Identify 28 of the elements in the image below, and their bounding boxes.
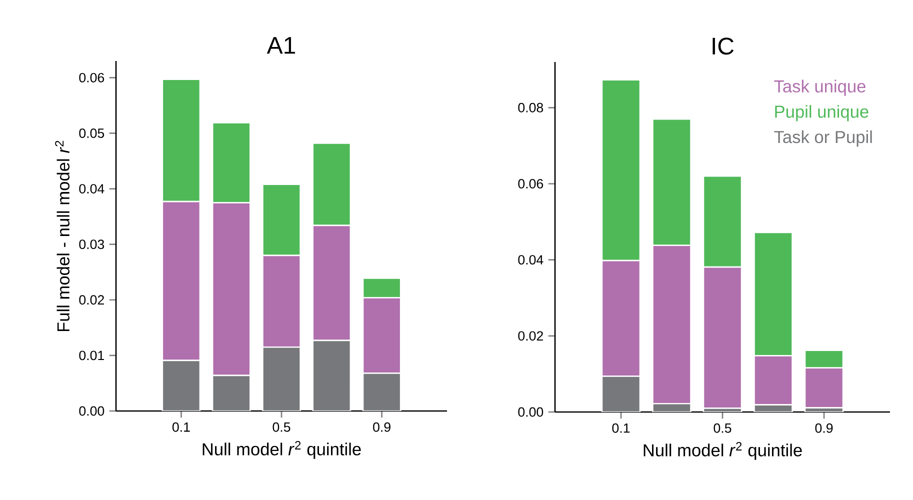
text: Task or Pupil: [774, 130, 872, 147]
y-tick-label: 0.04: [518, 255, 544, 265]
y-tick-label: 0.06: [79, 72, 104, 82]
y-axis-title: Full model - null model r$^{2}$: [55, 140, 70, 332]
y-tick-label: 0.02: [79, 295, 104, 305]
x-tick-label: 0.5: [714, 423, 732, 433]
y-tick-label: 0.06: [518, 179, 544, 188]
x-tick-label: 0.1: [172, 422, 190, 432]
x-axis-title: Null model r$^{2}$ quintile: [202, 440, 361, 459]
bar: [312, 340, 352, 411]
chart-title: IC: [712, 38, 734, 55]
y-tick-label: 0.01: [79, 350, 104, 360]
text: Task unique: [774, 80, 866, 96]
bar: [212, 374, 251, 411]
x-tick-label: 0.1: [612, 423, 630, 433]
x-tick-label: 0.9: [815, 423, 833, 433]
y-tick-label: 0.00: [79, 406, 104, 416]
chart-title: A1: [266, 37, 295, 54]
y-tick-label: 0.04: [79, 184, 104, 194]
y-tick-label: 0.08: [518, 102, 544, 112]
x-tick-label: 0.5: [272, 422, 290, 432]
y-tick-label: 0.03: [79, 240, 104, 250]
text: Pupil unique: [775, 105, 868, 122]
x-axis-title: Null model r$^{2}$ quintile: [644, 442, 802, 460]
x-tick-label: 0.9: [373, 422, 390, 432]
y-tick-label: 0.00: [518, 407, 544, 417]
y-tick-label: 0.05: [79, 128, 104, 138]
y-tick-label: 0.02: [518, 331, 543, 341]
